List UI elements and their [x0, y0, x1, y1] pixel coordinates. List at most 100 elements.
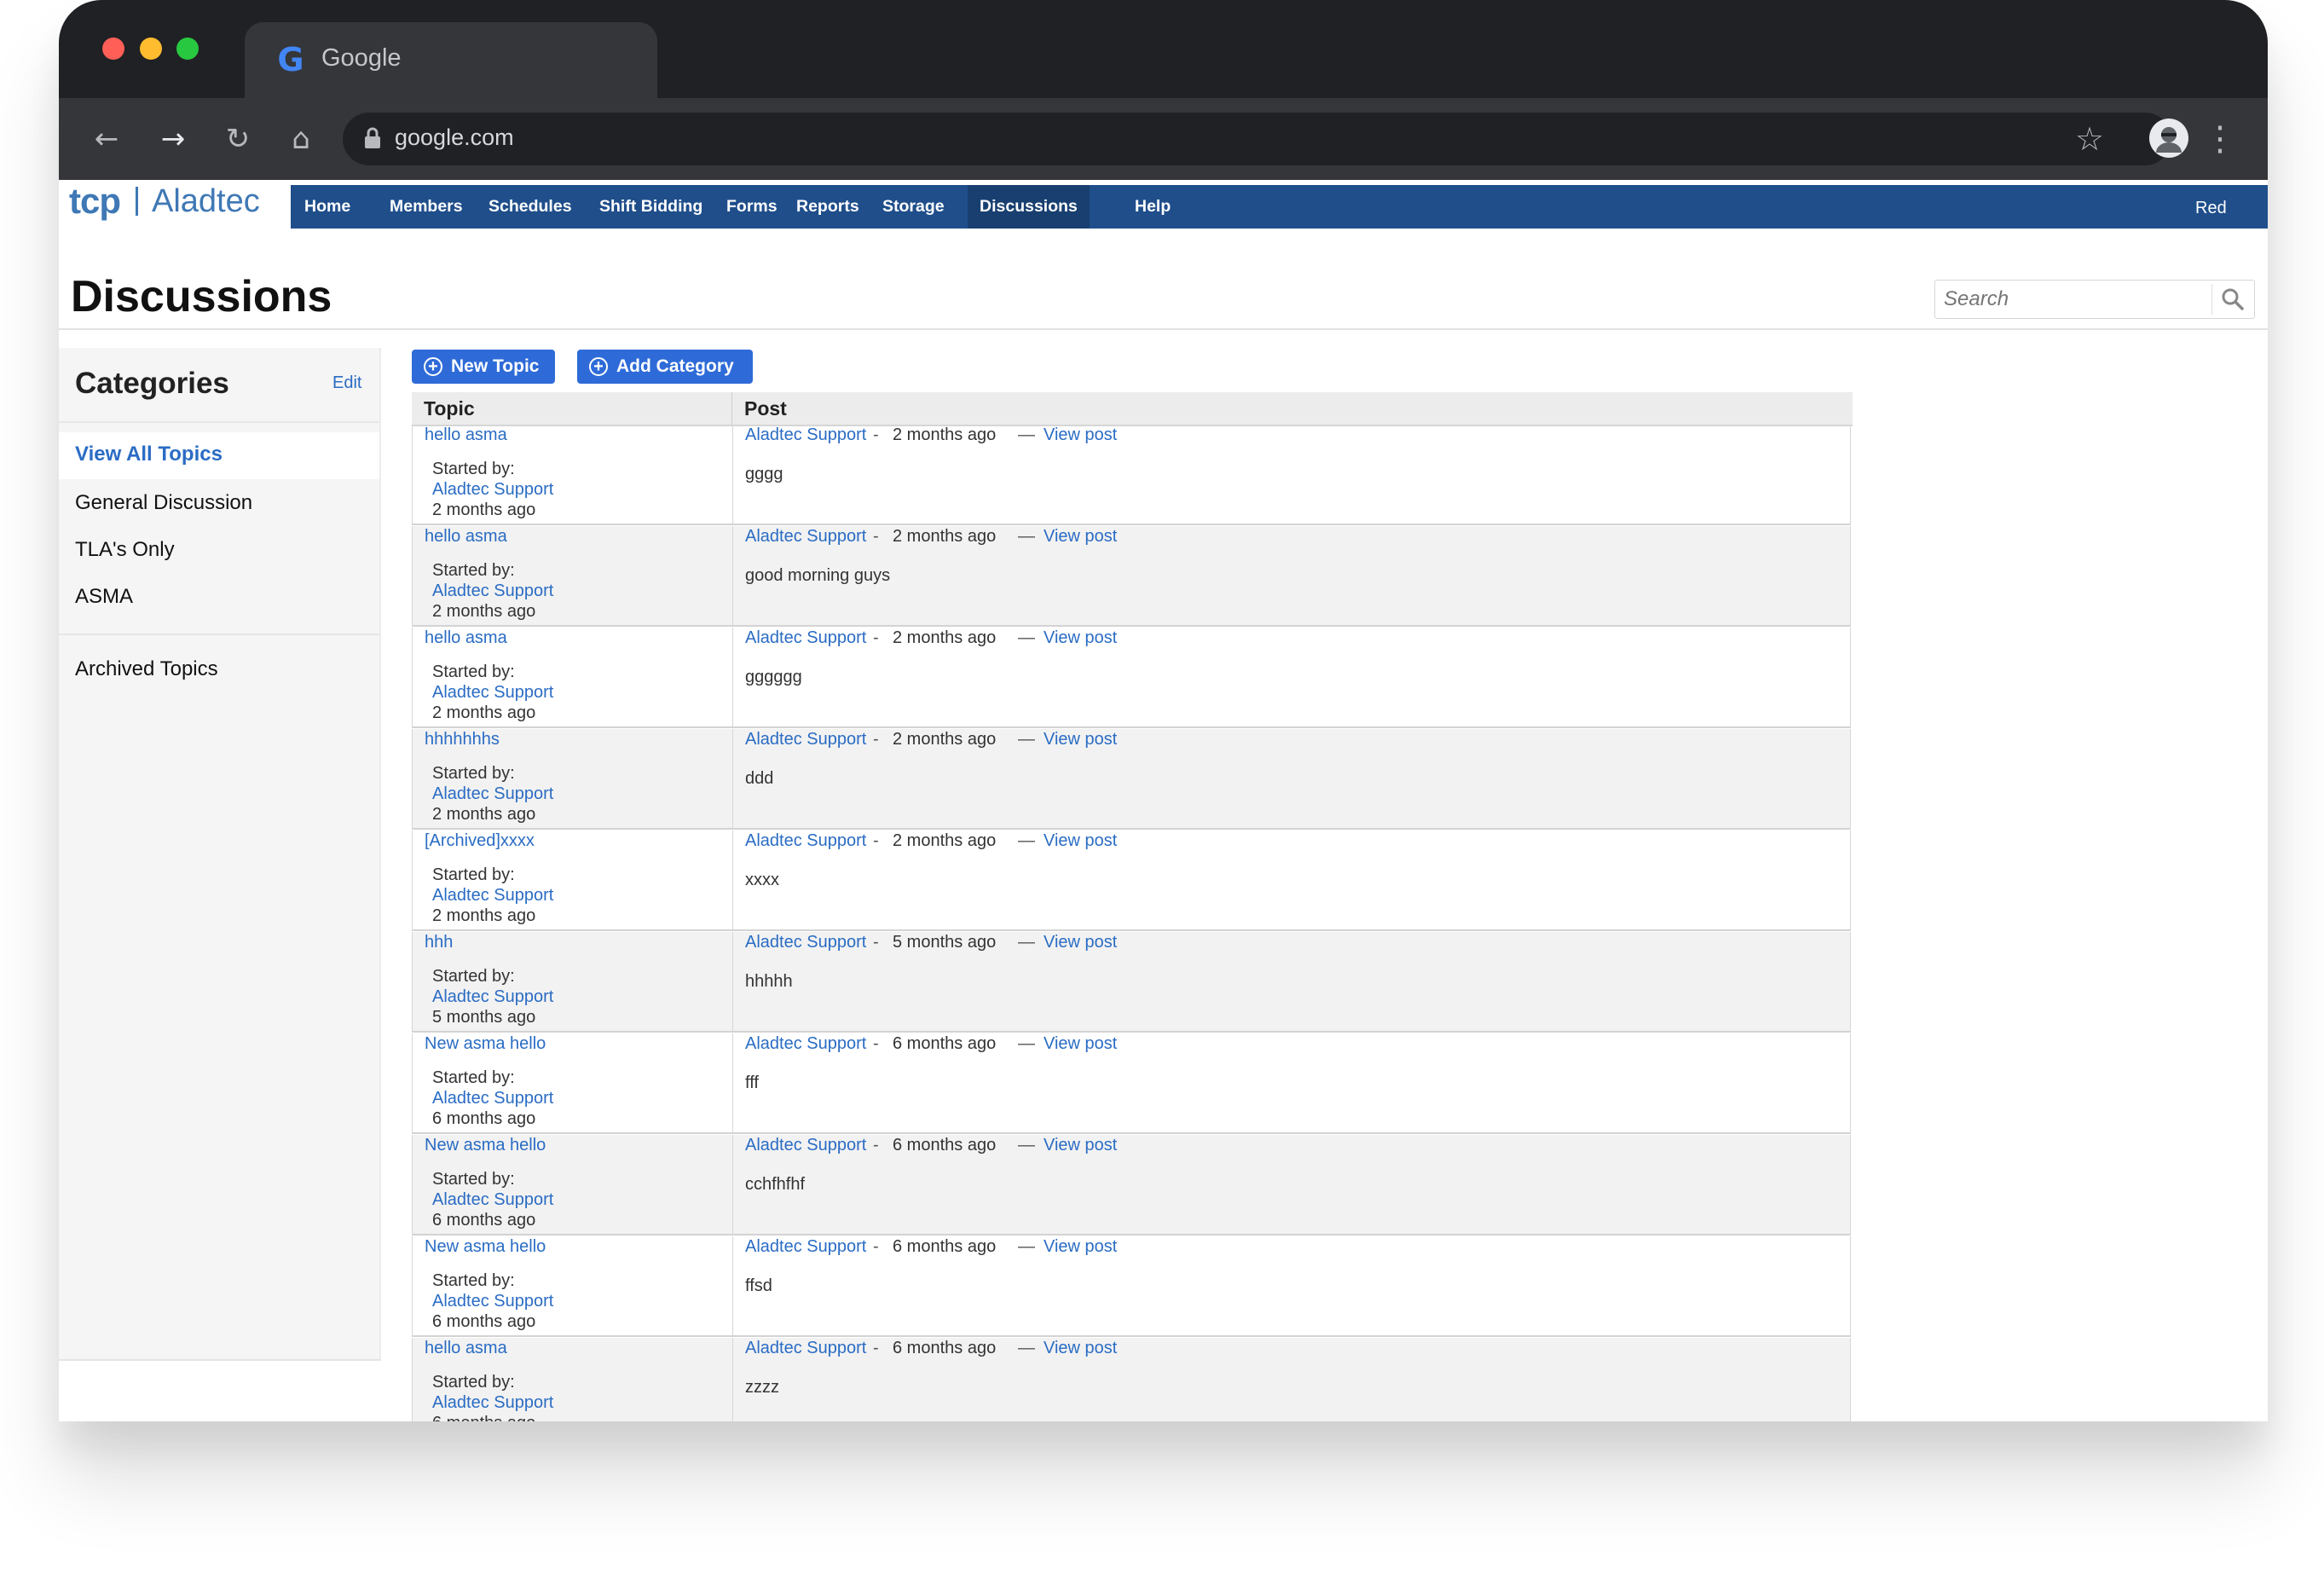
topic-title-link[interactable]: hello asma: [425, 628, 507, 647]
post-author-link[interactable]: Aladtec Support: [745, 730, 867, 749]
post-separator: -: [873, 1136, 879, 1154]
topic-title-link[interactable]: New asma hello: [425, 1237, 546, 1256]
google-favicon-icon: G: [277, 41, 304, 78]
post-author-link[interactable]: Aladtec Support: [745, 1237, 867, 1256]
browser-window: G Google ← → ↻ ⌂ google.com ☆ ⋮: [59, 0, 2268, 1421]
search-icon[interactable]: [2220, 286, 2246, 312]
maximize-window-button[interactable]: [176, 38, 199, 60]
post-author-link[interactable]: Aladtec Support: [745, 1339, 867, 1357]
sidebar-divider: [59, 634, 379, 635]
logo-divider: [136, 187, 138, 216]
post-separator: -: [873, 1237, 879, 1256]
column-divider: [732, 526, 733, 625]
started-by-link[interactable]: Aladtec Support: [432, 1190, 554, 1209]
minimize-window-button[interactable]: [140, 38, 162, 60]
started-by-link[interactable]: Aladtec Support: [432, 480, 554, 499]
edit-categories-link[interactable]: Edit: [332, 373, 362, 392]
started-by-link[interactable]: Aladtec Support: [432, 987, 554, 1006]
started-by-link[interactable]: Aladtec Support: [432, 582, 554, 600]
post-author-link[interactable]: Aladtec Support: [745, 1034, 867, 1053]
post-body-text: ddd: [745, 769, 774, 788]
post-dash: —: [1018, 730, 1035, 749]
nav-help[interactable]: Help: [1135, 197, 1171, 216]
back-arrow-icon[interactable]: ←: [94, 122, 119, 156]
post-ago-text: 2 months ago: [893, 628, 997, 647]
view-post-link[interactable]: View post: [1043, 1339, 1118, 1357]
sidebar-item-view-all-topics[interactable]: View All Topics: [59, 432, 379, 479]
nav-schedules[interactable]: Schedules: [489, 197, 572, 216]
nav-shift-bidding[interactable]: Shift Bidding: [599, 197, 703, 216]
search-divider: [2211, 284, 2212, 315]
post-author-link[interactable]: Aladtec Support: [745, 1136, 867, 1154]
nav-discussions[interactable]: Discussions: [968, 185, 1090, 229]
view-post-link[interactable]: View post: [1043, 1136, 1118, 1154]
view-post-link[interactable]: View post: [1043, 730, 1118, 749]
view-post-link[interactable]: View post: [1043, 933, 1118, 952]
close-window-button[interactable]: [102, 38, 124, 60]
table-row: hhhhhhhs Started by: Aladtec Support 2 mont…: [412, 729, 1851, 830]
nav-storage[interactable]: Storage: [882, 197, 945, 216]
page-divider: [59, 328, 2268, 330]
tab-title: Google: [321, 44, 402, 72]
browser-tab[interactable]: G Google: [245, 22, 657, 101]
started-by-link[interactable]: Aladtec Support: [432, 683, 554, 702]
post-author-link[interactable]: Aladtec Support: [745, 933, 867, 952]
topic-title-link[interactable]: hhhhhhhs: [425, 730, 500, 749]
view-post-link[interactable]: View post: [1043, 425, 1118, 444]
nav-reports[interactable]: Reports: [796, 197, 859, 216]
started-ago-text: 6 months ago: [432, 1414, 535, 1421]
post-author-link[interactable]: Aladtec Support: [745, 527, 867, 546]
sidebar-divider: [59, 421, 379, 423]
bookmark-star-icon[interactable]: ☆: [2074, 120, 2105, 158]
nav-forms[interactable]: Forms: [726, 197, 778, 216]
post-author-link[interactable]: Aladtec Support: [745, 628, 867, 647]
post-body-text: hhhhh: [745, 972, 793, 991]
aladtec-logo[interactable]: tcp Aladtec: [69, 180, 260, 223]
view-post-link[interactable]: View post: [1043, 527, 1118, 546]
plus-circle-icon: +: [424, 357, 442, 376]
view-post-link[interactable]: View post: [1043, 1034, 1118, 1053]
user-name[interactable]: Red Adair: [2195, 199, 2235, 263]
sidebar-item-tlas-only[interactable]: TLA's Only: [75, 538, 175, 561]
sidebar-item-general-discussion[interactable]: General Discussion: [75, 491, 253, 514]
browser-toolbar: ← → ↻ ⌂ google.com ☆ ⋮: [59, 98, 2268, 180]
started-by-link[interactable]: Aladtec Support: [432, 1089, 554, 1108]
column-divider: [732, 1338, 733, 1421]
view-post-link[interactable]: View post: [1043, 831, 1118, 850]
post-author-link[interactable]: Aladtec Support: [745, 831, 867, 850]
topic-title-link[interactable]: hello asma: [425, 425, 507, 444]
forward-arrow-icon[interactable]: →: [160, 122, 186, 156]
started-ago-text: 6 months ago: [432, 1312, 536, 1331]
nav-members[interactable]: Members: [390, 197, 463, 216]
new-topic-button[interactable]: + New Topic: [412, 350, 555, 384]
started-by-link[interactable]: Aladtec Support: [432, 886, 554, 905]
add-category-button[interactable]: + Add Category: [577, 350, 753, 384]
post-dash: —: [1018, 1237, 1035, 1256]
started-by-label: Started by:: [432, 967, 515, 986]
reload-icon[interactable]: ↻: [225, 122, 251, 156]
home-icon[interactable]: ⌂: [292, 122, 310, 156]
topic-title-link[interactable]: hello asma: [425, 527, 507, 546]
nav-home[interactable]: Home: [304, 197, 351, 216]
view-post-link[interactable]: View post: [1043, 1237, 1118, 1256]
started-by-label: Started by:: [432, 460, 515, 478]
profile-avatar-icon[interactable]: [2149, 119, 2188, 158]
started-by-link[interactable]: Aladtec Support: [432, 1393, 554, 1412]
address-bar[interactable]: google.com: [343, 113, 2171, 165]
topic-title-link[interactable]: hello asma: [425, 1339, 507, 1357]
topic-title-link[interactable]: New asma hello: [425, 1136, 546, 1154]
topic-title-link[interactable]: [Archived]xxxx: [425, 831, 535, 850]
topic-title-link[interactable]: hhh: [425, 933, 454, 952]
started-by-link[interactable]: Aladtec Support: [432, 1292, 554, 1311]
view-post-link[interactable]: View post: [1043, 628, 1118, 647]
post-body-text: xxxx: [745, 871, 779, 889]
topic-title-link[interactable]: New asma hello: [425, 1034, 546, 1053]
post-author-link[interactable]: Aladtec Support: [745, 425, 867, 444]
browser-menu-icon[interactable]: ⋮: [2203, 119, 2237, 159]
post-ago-text: 2 months ago: [893, 527, 997, 546]
sidebar-item-archived-topics[interactable]: Archived Topics: [75, 657, 218, 680]
started-by-link[interactable]: Aladtec Support: [432, 784, 554, 803]
search-input[interactable]: [1942, 286, 2201, 313]
sidebar-item-asma[interactable]: ASMA: [75, 585, 134, 608]
